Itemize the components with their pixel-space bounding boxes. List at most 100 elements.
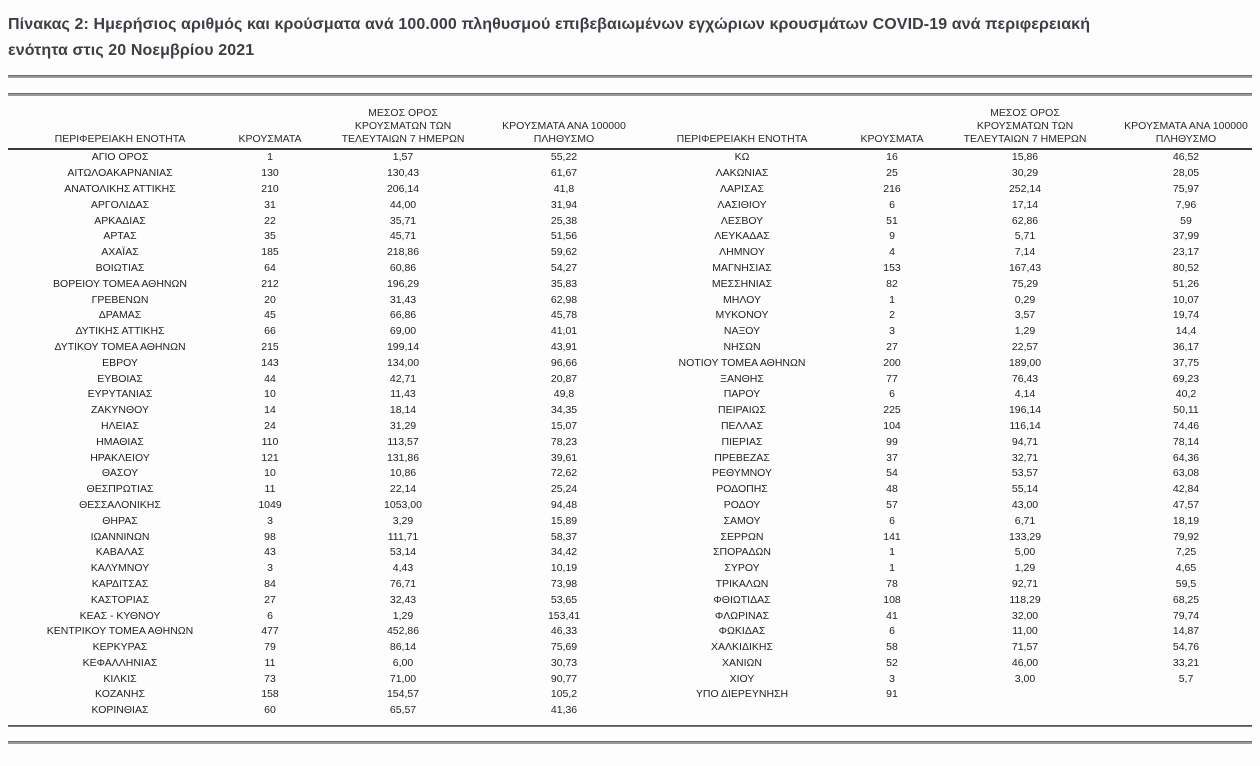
cases-cell: 43 bbox=[264, 546, 276, 559]
cases-cell: 48 bbox=[886, 483, 898, 496]
per100k-cell: 7,96 bbox=[1175, 198, 1197, 211]
table-row: ΡΕΘΥΜΝΟΥ 54 53,57 63,08 bbox=[630, 466, 1252, 482]
avg7days-cell: 1053,00 bbox=[384, 498, 422, 511]
table-row: ΘΑΣΟΥ 10 10,86 72,62 bbox=[8, 466, 630, 482]
avg7days-cell: 42,71 bbox=[389, 372, 417, 385]
region-cell: ΠΑΡΟΥ bbox=[723, 388, 761, 401]
per100k-cell: 39,61 bbox=[550, 451, 578, 464]
region-cell: ΦΘΙΩΤΙΔΑΣ bbox=[713, 593, 771, 606]
cases-cell: 4 bbox=[889, 246, 895, 259]
avg7days-cell: 4,14 bbox=[1014, 388, 1036, 401]
region-cell: ΜΑΓΝΗΣΙΑΣ bbox=[712, 261, 772, 274]
per100k-cell: 18,19 bbox=[1172, 514, 1200, 527]
table-row: ΚΑΣΤΟΡΙΑΣ 27 32,43 53,65 bbox=[8, 592, 630, 608]
per100k-cell: 14,87 bbox=[1172, 625, 1200, 638]
divider-line-top-2 bbox=[8, 93, 1252, 96]
per100k-cell: 78,23 bbox=[550, 435, 578, 448]
table-row: ΔΥΤΙΚΟΥ ΤΟΜΕΑ ΑΘΗΝΩΝ 215 199,14 43,91 bbox=[8, 340, 630, 356]
cases-cell: 1 bbox=[889, 562, 895, 575]
per100k-cell: 54,76 bbox=[1172, 641, 1200, 654]
region-cell: ΚΟΡΙΝΘΙΑΣ bbox=[91, 704, 149, 717]
per100k-cell: 54,27 bbox=[550, 261, 578, 274]
region-cell: ΕΥΡΥΤΑΝΙΑΣ bbox=[87, 388, 153, 401]
table-row: ΕΥΒΟΙΑΣ 44 42,71 20,87 bbox=[8, 371, 630, 387]
cases-cell: 14 bbox=[264, 404, 276, 417]
cases-cell: 212 bbox=[261, 277, 279, 290]
cases-cell: 22 bbox=[264, 214, 276, 227]
per100k-cell: 37,75 bbox=[1172, 356, 1200, 369]
cases-cell: 82 bbox=[886, 277, 898, 290]
region-cell: ΣΥΡΟΥ bbox=[724, 562, 760, 575]
table-row: ΚΕΦΑΛΛΗΝΙΑΣ 11 6,00 30,73 bbox=[8, 656, 630, 672]
per100k-cell: 153,41 bbox=[547, 609, 581, 622]
table-row: ΕΒΡΟΥ 143 134,00 96,66 bbox=[8, 355, 630, 371]
region-cell: ΘΕΣΣΑΛΟΝΙΚΗΣ bbox=[79, 498, 161, 511]
avg7days-cell: 154,57 bbox=[386, 688, 420, 701]
region-cell: ΚΑΣΤΟΡΙΑΣ bbox=[90, 593, 150, 606]
per100k-cell: 47,57 bbox=[1172, 498, 1200, 511]
per100k-cell: 14,4 bbox=[1175, 325, 1197, 338]
per100k-cell: 35,83 bbox=[550, 277, 578, 290]
cases-cell: 52 bbox=[886, 656, 898, 669]
cases-cell: 57 bbox=[886, 498, 898, 511]
avg7days-cell: 1,57 bbox=[392, 151, 414, 164]
per100k-cell: 10,19 bbox=[550, 562, 578, 575]
cases-cell: 2 bbox=[889, 309, 895, 322]
table-row: ΘΕΣΣΑΛΟΝΙΚΗΣ 1049 1053,00 94,48 bbox=[8, 498, 630, 514]
per100k-cell: 49,8 bbox=[553, 388, 575, 401]
table-row: ΠΙΕΡΙΑΣ 99 94,71 78,14 bbox=[630, 434, 1252, 450]
cases-cell: 130 bbox=[261, 167, 279, 180]
avg7days-cell: 3,00 bbox=[1014, 672, 1036, 685]
cases-cell: 1049 bbox=[258, 498, 282, 511]
avg7days-cell: 134,00 bbox=[386, 356, 420, 369]
table-row: ΚΑΒΑΛΑΣ 43 53,14 34,42 bbox=[8, 545, 630, 561]
avg7days-cell: 66,86 bbox=[389, 309, 417, 322]
table-row: ΦΩΚΙΔΑΣ 6 11,00 14,87 bbox=[630, 624, 1252, 640]
region-cell: ΘΗΡΑΣ bbox=[102, 514, 138, 527]
table-row: ΒΟΡΕΙΟΥ ΤΟΜΕΑ ΑΘΗΝΩΝ 212 196,29 35,83 bbox=[8, 276, 630, 292]
per100k-cell: 15,07 bbox=[550, 419, 578, 432]
covid-cases-table: ΠΕΡΙΦΕΡΕΙΑΚΗ ΕΝΟΤΗΤΑ ΚΡΟΥΣΜΑΤΑ ΜΕΣΟΣ ΟΡΟ… bbox=[8, 100, 1252, 719]
cases-cell: 110 bbox=[261, 435, 279, 448]
region-cell: ΝΑΞΟΥ bbox=[723, 325, 761, 338]
cases-cell: 108 bbox=[883, 593, 901, 606]
per100k-cell: 31,94 bbox=[550, 198, 578, 211]
cases-cell: 1 bbox=[889, 546, 895, 559]
per100k-cell: 59,5 bbox=[1175, 577, 1197, 590]
region-cell: ΛΕΣΒΟΥ bbox=[720, 214, 764, 227]
cases-cell: 1 bbox=[889, 293, 895, 306]
per100k-cell: 23,17 bbox=[1172, 246, 1200, 259]
table-row: ΜΑΓΝΗΣΙΑΣ 153 167,43 80,52 bbox=[630, 261, 1252, 277]
avg7days-cell: 218,86 bbox=[386, 246, 420, 259]
per100k-cell: 34,42 bbox=[550, 546, 578, 559]
avg7days-cell: 71,00 bbox=[389, 672, 417, 685]
table-row: ΣΥΡΟΥ 1 1,29 4,65 bbox=[630, 561, 1252, 577]
table-row: ΑΡΓΟΛΙΔΑΣ 31 44,00 31,94 bbox=[8, 197, 630, 213]
table-row: ΞΑΝΘΗΣ 77 76,43 69,23 bbox=[630, 371, 1252, 387]
per100k-cell: 51,56 bbox=[550, 230, 578, 243]
cases-cell: 60 bbox=[264, 704, 276, 717]
cases-cell: 98 bbox=[264, 530, 276, 543]
per100k-cell: 41,8 bbox=[553, 182, 575, 195]
per100k-cell: 105,2 bbox=[550, 688, 578, 701]
avg7days-cell: 252,14 bbox=[1008, 182, 1042, 195]
cases-cell: 24 bbox=[264, 419, 276, 432]
avg7days-cell: 65,57 bbox=[389, 704, 417, 717]
table-row: ΛΑΡΙΣΑΣ 216 252,14 75,97 bbox=[630, 182, 1252, 198]
cases-cell: 11 bbox=[264, 483, 276, 496]
per100k-cell: 37,99 bbox=[1172, 230, 1200, 243]
table-row: ΚΩ 16 15,86 46,52 bbox=[630, 150, 1252, 166]
table-row: ΝΟΤΙΟΥ ΤΟΜΕΑ ΑΘΗΝΩΝ 200 189,00 37,75 bbox=[630, 355, 1252, 371]
per100k-cell: 15,89 bbox=[550, 514, 578, 527]
cases-cell: 3 bbox=[889, 325, 895, 338]
table-right-half: ΠΕΡΙΦΕΡΕΙΑΚΗ ΕΝΟΤΗΤΑ ΚΡΟΥΣΜΑΤΑ ΜΕΣΟΣ ΟΡΟ… bbox=[630, 100, 1252, 719]
cases-cell: 11 bbox=[264, 656, 276, 669]
cases-cell: 121 bbox=[261, 451, 279, 464]
table-row: ΔΡΑΜΑΣ 45 66,86 45,78 bbox=[8, 308, 630, 324]
avg7days-cell: 4,43 bbox=[392, 562, 414, 575]
avg7days-cell: 3,57 bbox=[1014, 309, 1036, 322]
region-cell: ΖΑΚΥΝΘΟΥ bbox=[90, 404, 149, 417]
cases-cell: 158 bbox=[261, 688, 279, 701]
avg7days-cell: 92,71 bbox=[1011, 577, 1039, 590]
cases-cell: 9 bbox=[889, 230, 895, 243]
